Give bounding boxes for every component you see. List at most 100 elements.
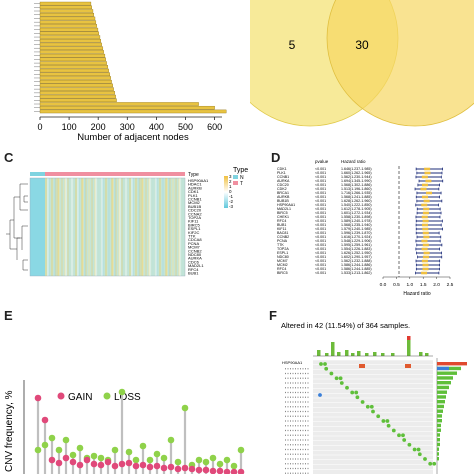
hr-point <box>423 207 430 211</box>
legend-t-label: T <box>240 181 243 187</box>
forest-pvalue: <0.001 <box>315 191 326 195</box>
forest-x-tick-label: 0.0 <box>380 282 387 288</box>
mutation-mark <box>350 390 355 395</box>
forest-gene-label: CDK1 <box>277 167 287 171</box>
hr-point <box>422 267 429 271</box>
forest-hr-text: 1.596(1.239-1.870) <box>341 231 372 235</box>
mutation-mark <box>355 395 360 400</box>
forest-gene-label: TTK <box>277 243 284 247</box>
hr-point <box>421 215 428 219</box>
gene-alteration-bar <box>437 447 439 451</box>
gene-alteration-bar <box>437 419 442 423</box>
node-count-bar <box>39 102 199 106</box>
forest-pvalue: <0.001 <box>315 239 326 243</box>
loss-point <box>69 451 77 459</box>
loss-point <box>174 458 182 466</box>
forest-gene-label: PLK1 <box>277 171 286 175</box>
forest-pvalue: <0.001 <box>315 231 326 235</box>
oncoprint-title: Altered in 42 (11.54%) of 364 samples. <box>281 321 410 330</box>
forest-pvalue: <0.001 <box>315 199 326 203</box>
forest-hr-text: 1.568(1.241-1.885) <box>341 195 372 199</box>
node-count-bar <box>39 105 215 110</box>
hr-point <box>420 187 427 191</box>
heatmap-gene-label: PCNA <box>188 241 199 246</box>
mutation-mark <box>402 438 407 442</box>
loss-point <box>153 450 161 458</box>
mutation-mark <box>323 362 327 366</box>
forest-hr-text: 1.568(1.235-1.940) <box>341 223 372 227</box>
heatmap-gene-label: PLK1 <box>188 193 199 198</box>
mutation-mark <box>371 409 375 414</box>
heatmap-gene-label: AURKB <box>188 185 202 190</box>
loss-point <box>139 442 147 450</box>
forest-pvalue: <0.001 <box>315 175 326 179</box>
loss-point <box>90 452 98 460</box>
hr-point <box>421 203 428 207</box>
mutation-mark <box>329 371 334 376</box>
sample-alteration-bar <box>351 353 355 356</box>
heatmap-gene-label: CCNA2 <box>188 211 202 216</box>
x-tick-label: 200 <box>91 122 106 132</box>
panel-d-label: D <box>271 150 281 165</box>
forest-hr-text: 1.533(1.213-1.862) <box>341 271 372 275</box>
forest-gene-label: CCNB2 <box>277 235 289 239</box>
hr-point <box>422 263 429 267</box>
gain-point <box>69 458 77 466</box>
mutation-mark <box>385 419 390 423</box>
loss-point <box>209 454 217 462</box>
x-tick-label: 600 <box>207 122 222 132</box>
mutation-mark <box>417 452 422 457</box>
venn-right-circle <box>326 0 474 127</box>
gain-point <box>48 456 56 464</box>
forest-x-tick-label: 1.5 <box>420 282 427 288</box>
forest-pvalue: <0.001 <box>315 187 326 191</box>
forest-pvalue: <0.001 <box>315 235 326 239</box>
loss-point <box>41 441 49 449</box>
gene-alteration-bar <box>437 400 445 404</box>
hr-header: Hazard ratio <box>341 159 366 164</box>
gain-point <box>83 456 91 464</box>
x-tick-label: 0 <box>37 122 42 132</box>
node-count-bar <box>39 87 114 91</box>
loss-point <box>216 460 224 468</box>
forest-gene-label: MCM2 <box>277 263 288 267</box>
node-count-bar <box>39 65 108 69</box>
gain-point <box>62 454 70 462</box>
node-count-bar <box>39 61 107 65</box>
mutation-mark <box>334 376 339 381</box>
heatmap-gene-label: KIF2C <box>188 230 199 235</box>
forest-gene-label: AURKA <box>277 179 290 183</box>
hr-point <box>424 171 431 175</box>
loss-point <box>97 454 105 462</box>
legend-loss-dot <box>103 392 111 400</box>
hr-point <box>422 255 429 259</box>
loss-point <box>160 454 168 462</box>
sample-alteration-bar <box>373 352 377 356</box>
node-count-bar <box>39 91 115 95</box>
forest-hr-text: 1.586(1.244-1.885) <box>341 267 372 271</box>
forest-hr-text: 1.568(1.302-1.886) <box>341 183 372 187</box>
hr-point <box>423 199 430 203</box>
sample-alteration-bar <box>317 350 321 356</box>
hr-point <box>423 235 430 239</box>
gain-point <box>223 468 231 474</box>
x-tick-label: 300 <box>120 122 135 132</box>
loss-point <box>55 446 63 454</box>
hr-point <box>421 259 428 263</box>
hr-point <box>423 251 430 255</box>
forest-gene-label: CCNB1 <box>277 175 289 179</box>
node-count-bar <box>39 1 92 6</box>
forest-gene-label: CDK2 <box>277 187 287 191</box>
loss-point <box>195 456 203 464</box>
type-bar-n <box>30 172 45 176</box>
forest-pvalue: <0.001 <box>315 227 326 231</box>
x-tick-label: 500 <box>178 122 193 132</box>
type-row-label: Type <box>188 172 199 178</box>
dendrogram-branch <box>23 195 28 203</box>
venn-left-count: 5 <box>289 38 296 52</box>
legend-type-title: Type <box>233 167 248 174</box>
scale-tick-label: 2 <box>229 179 232 184</box>
legend-gain-dot <box>57 392 65 400</box>
forest-gene-label: AURKB <box>277 195 290 199</box>
heatmap-gene-label: TOP2A <box>188 215 201 220</box>
